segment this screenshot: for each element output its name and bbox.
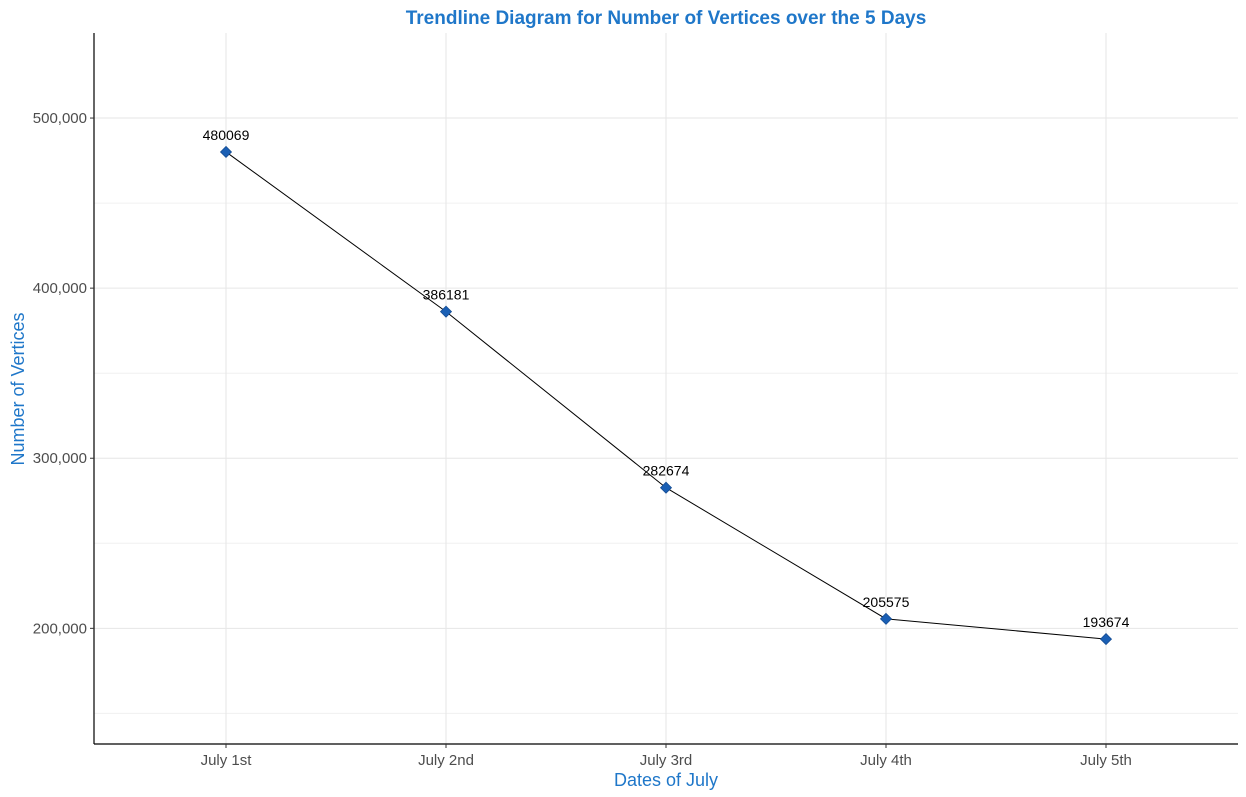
data-label: 386181 (423, 287, 470, 303)
y-tick-label: 300,000 (33, 450, 87, 467)
y-tick-label: 200,000 (33, 620, 87, 637)
y-axis-title: Number of Vertices (8, 312, 28, 465)
data-point (439, 305, 453, 318)
data-label: 480069 (203, 127, 250, 143)
data-label: 282674 (643, 463, 690, 479)
x-tick-label: July 4th (860, 752, 912, 769)
x-tick-label: July 5th (1080, 752, 1132, 769)
data-point (879, 612, 893, 625)
x-axis-title: Dates of July (614, 770, 718, 790)
y-tick-layer: 200,000 300,000 400,000 500,000 (33, 110, 94, 637)
x-tick-label: July 3rd (640, 752, 693, 769)
data-point (219, 145, 233, 159)
data-label: 205575 (863, 594, 910, 610)
series-layer (219, 145, 1113, 646)
x-tick-layer: July 1st July 2nd July 3rd July 4th July 5th (201, 744, 1132, 769)
y-tick-label: 400,000 (33, 280, 87, 297)
data-point (1099, 633, 1113, 646)
x-tick-label: July 2nd (418, 752, 474, 769)
data-label: 193674 (1083, 614, 1130, 630)
grid-layer (94, 33, 1238, 744)
data-point (659, 481, 673, 494)
x-tick-label: July 1st (201, 752, 253, 769)
y-tick-label: 500,000 (33, 110, 87, 127)
chart-title: Trendline Diagram for Number of Vertices… (406, 8, 927, 29)
label-layer: 480069 386181 282674 205575 193674 (203, 127, 1130, 630)
